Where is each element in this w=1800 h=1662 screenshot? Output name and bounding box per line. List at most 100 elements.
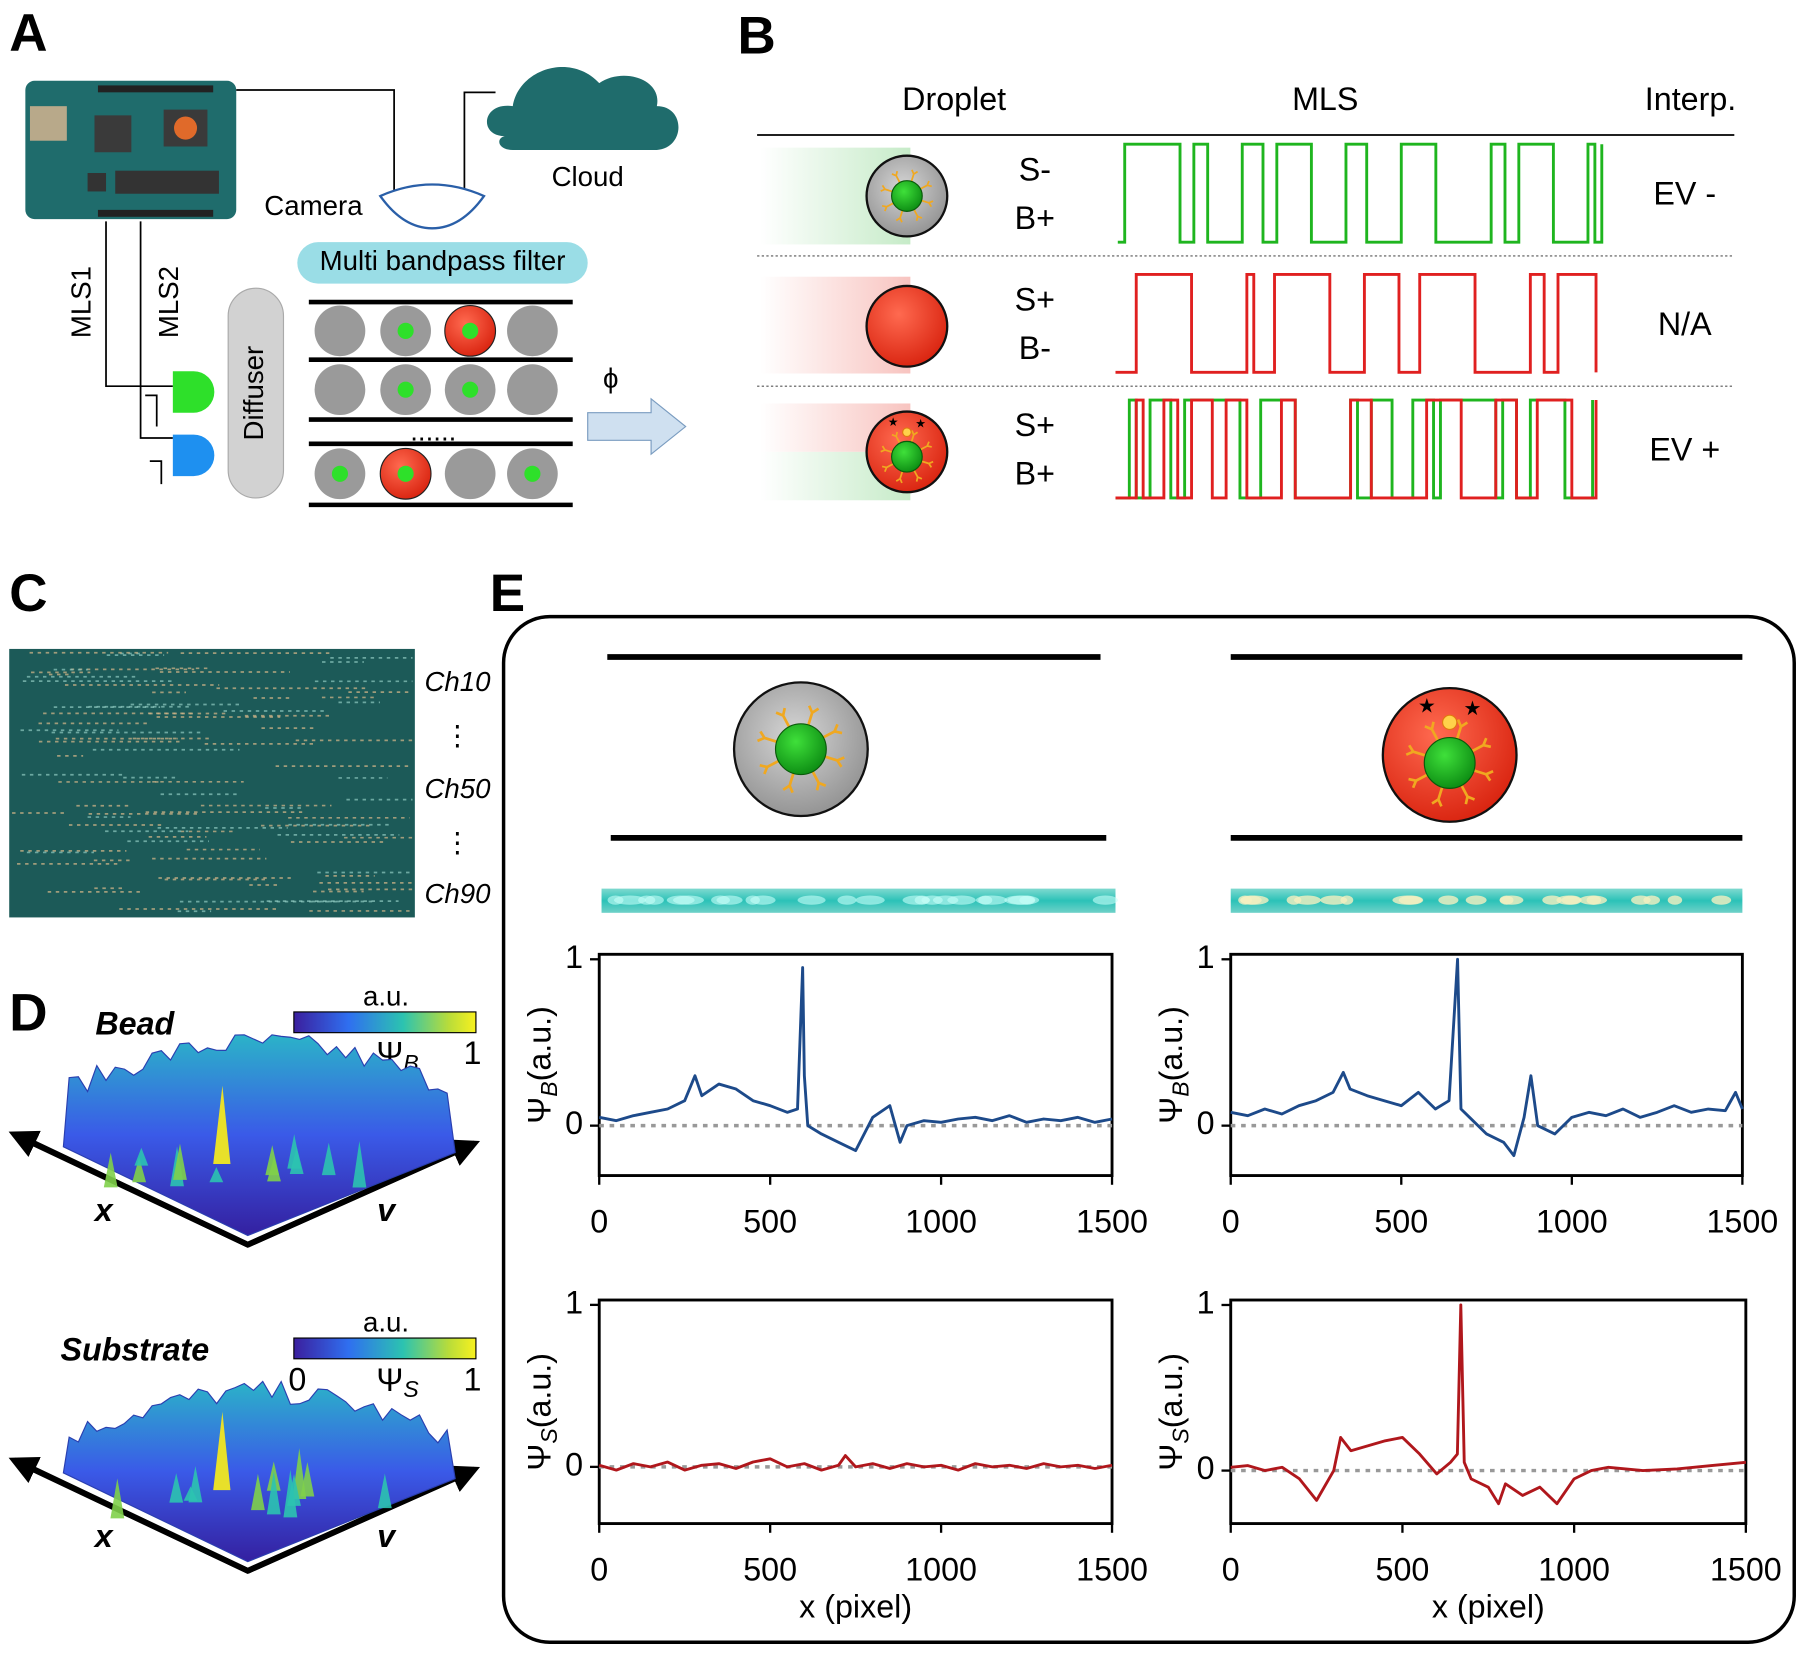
surface-peak [169, 1473, 184, 1503]
bead [774, 723, 827, 776]
surface-peak [132, 1157, 147, 1183]
subscript: S [403, 1376, 419, 1402]
spot [975, 895, 1008, 905]
state-label: S+ [1015, 282, 1055, 318]
surface-peak [377, 1473, 392, 1509]
antibody [811, 771, 827, 791]
y-tick-label: 0 [1197, 1450, 1215, 1486]
mls-signal [1115, 398, 1598, 500]
data-line [1230, 1303, 1746, 1506]
data-line [598, 1454, 1113, 1472]
symbol: Ψ [521, 1444, 557, 1471]
y-axis-label: ΨS(a.u.) [1153, 1353, 1194, 1471]
bead [524, 465, 541, 482]
state-label: B+ [1015, 200, 1055, 236]
antibody [891, 431, 901, 444]
antibody [921, 460, 934, 468]
plot-frame [1229, 1298, 1748, 1526]
ev [902, 427, 912, 438]
x-tick-label: 1500 [1707, 1203, 1779, 1239]
channel-label: Ch50 [424, 773, 491, 804]
bead [462, 322, 479, 339]
surface-peak [352, 1141, 367, 1188]
streaks [12, 651, 413, 913]
subscript: S [536, 1428, 562, 1444]
rows: S- B+ EV - S+ B- N/A ★ ★ S+ B+ EV + [865, 142, 1720, 500]
colorbar-unit: a.u. [363, 1307, 409, 1338]
panel-b: Droplet MLS Interp. S- B+ EV - S+ B- N/A ★ ★ S+ B… [757, 81, 1736, 501]
mls-signal [1117, 142, 1604, 244]
surface [62, 1034, 456, 1237]
spot [1294, 895, 1321, 905]
spot [711, 895, 730, 905]
antibody [1471, 737, 1492, 753]
surface-peak [110, 1478, 125, 1519]
channel-label: Ch10 [424, 666, 491, 697]
surface-peak [173, 1143, 187, 1180]
filter-label: Multi bandpass filter [320, 245, 566, 276]
surface-peak [283, 1469, 298, 1518]
spot [607, 895, 624, 905]
mls-signal [1115, 398, 1595, 500]
subscript: S [1167, 1428, 1193, 1444]
spot [837, 895, 857, 905]
axis-label: v [377, 1192, 397, 1228]
antibody [1455, 719, 1469, 740]
spot [1579, 895, 1607, 905]
antibody [756, 730, 778, 743]
panel-c: Ch10 ⋮ Ch50 ⋮ Ch90 [9, 648, 491, 918]
ev [1441, 714, 1458, 731]
axis-arrow [8, 1130, 249, 1248]
colorbar-tick: 1 [464, 1361, 482, 1397]
channels [308, 299, 573, 508]
x-tick-label: 0 [590, 1203, 608, 1239]
spot [1392, 895, 1423, 905]
antibody [895, 471, 904, 484]
antibody [920, 180, 932, 190]
header-pins [97, 209, 214, 217]
y-tick-label: 1 [1197, 1284, 1215, 1320]
marker-star: ★ [888, 415, 899, 429]
x-tick-label: 0 [590, 1551, 608, 1587]
data-line [1230, 957, 1744, 1158]
spot [855, 895, 885, 905]
antibody [910, 169, 919, 182]
surface-peak [134, 1147, 149, 1166]
channel-label: ⋮ [444, 720, 472, 751]
droplet [507, 364, 558, 415]
antibody [910, 430, 919, 443]
antibody [1431, 786, 1444, 807]
state-label: B+ [1015, 456, 1055, 492]
antibody [880, 445, 893, 454]
x-axis-label: x (pixel) [799, 1588, 912, 1624]
micrograph [9, 648, 415, 918]
surface-peak [213, 1085, 231, 1165]
surface [62, 1380, 456, 1563]
filter [297, 242, 588, 284]
x-axis-label: x (pixel) [1432, 1588, 1545, 1624]
spot [1438, 895, 1459, 905]
spot [672, 895, 704, 905]
interpretation: N/A [1658, 306, 1712, 342]
antibody [921, 199, 934, 208]
camera-label: Camera [264, 190, 363, 221]
cloud-label: Cloud [552, 161, 624, 192]
droplet [507, 305, 558, 357]
antibody [1408, 773, 1428, 789]
x-tick-label: 0 [1222, 1203, 1240, 1239]
surface-peak [289, 1146, 304, 1175]
antibody [782, 773, 795, 794]
state-label: S+ [1015, 407, 1055, 443]
y-tick-label: 0 [565, 1105, 583, 1141]
y-tick-label: 1 [1197, 939, 1215, 975]
interpretation: EV + [1649, 431, 1720, 467]
spot [1465, 895, 1487, 905]
mls2-label: MLS2 [153, 266, 184, 338]
camera-lens [378, 183, 486, 230]
bead [891, 440, 923, 473]
spot [1561, 895, 1582, 905]
